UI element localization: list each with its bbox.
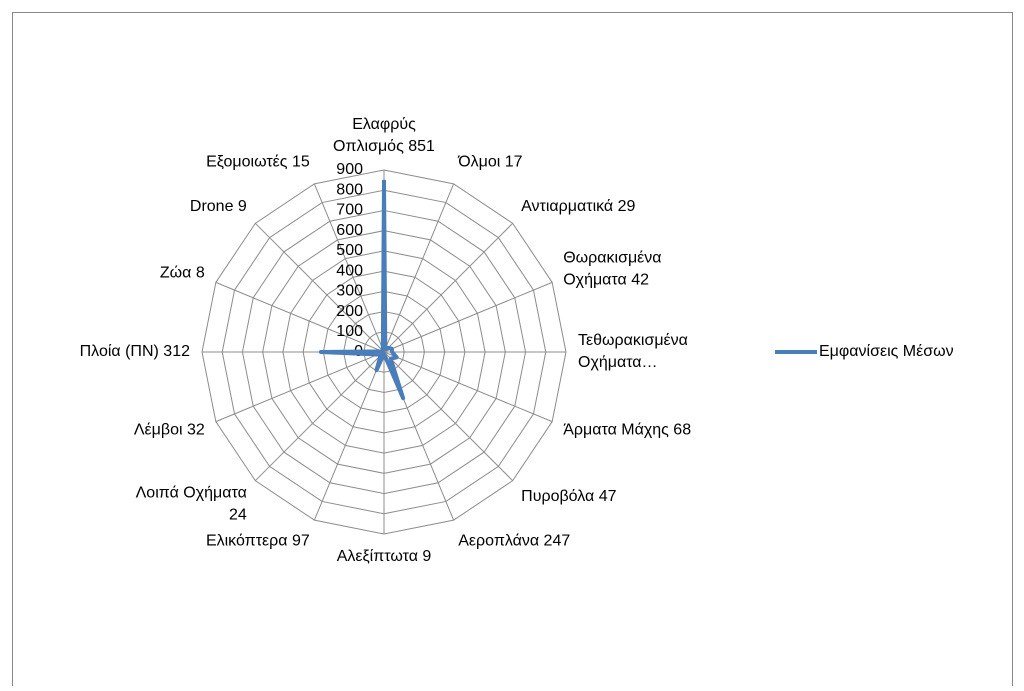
spoke: [313, 183, 385, 353]
label-line: Οχήματα 42: [563, 272, 649, 289]
category-label: Όλμοι 17: [457, 154, 522, 171]
spoke: [313, 351, 385, 521]
category-label: Ζώα 8: [160, 265, 205, 282]
category-label: Πλοία (ΠΝ) 312: [80, 343, 190, 360]
label-line: Λέμβοι 32: [134, 422, 205, 439]
series-line: [318, 179, 406, 401]
legend-label: Εμφανίσεις Μέσων: [819, 343, 954, 360]
spoke: [383, 351, 514, 482]
category-label: Αεροπλάνα 247: [458, 533, 570, 550]
label-line: Όλμοι 17: [457, 154, 522, 171]
spoke: [383, 222, 514, 353]
label-line: Οπλισμός 851: [333, 138, 435, 155]
label-line: Αλεξίπτωτα 9: [337, 548, 432, 565]
y-tick-label: 300: [336, 283, 363, 300]
spoke: [383, 351, 553, 423]
category-label: Αλεξίπτωτα 9: [337, 548, 432, 565]
label-line: Ελαφρύς: [352, 116, 416, 133]
y-tick-label: 500: [336, 242, 363, 259]
spoke: [254, 351, 385, 482]
label-line: 24: [229, 507, 247, 524]
category-label: Εξομοιωτές 15: [206, 154, 310, 171]
category-label: Αντιαρματικά 29: [521, 198, 635, 215]
label-line: Αεροπλάνα 247: [458, 533, 570, 550]
category-label: Πυροβόλα 47: [521, 488, 616, 505]
y-tick-label: 800: [336, 181, 363, 198]
y-tick-label: 700: [336, 202, 363, 219]
label-line: Πλοία (ΠΝ) 312: [80, 343, 190, 360]
label-line: Πυροβόλα 47: [521, 488, 616, 505]
label-line: Άρματα Μάχης 68: [563, 422, 691, 439]
spoke: [215, 281, 385, 353]
category-label: Ελαφρύς Οπλισμός 851: [333, 116, 435, 155]
category-label: Ελικόπτερα 97: [206, 533, 310, 550]
label-line: Τεθωρακισμένα: [578, 332, 688, 349]
category-label: Άρματα Μάχης 68: [563, 422, 691, 439]
spoke: [383, 183, 455, 353]
y-tick-label: 400: [336, 262, 363, 279]
y-tick-label: 900: [336, 161, 363, 178]
spoke: [215, 351, 385, 423]
label-line: Drone 9: [190, 198, 247, 215]
y-tick-label: 600: [336, 222, 363, 239]
label-line: Οχήματα…: [578, 354, 658, 371]
label-line: Θωρακισμένα: [563, 250, 661, 267]
label-line: Ελικόπτερα 97: [206, 533, 310, 550]
label-line: Ζώα 8: [160, 265, 205, 282]
category-label: Drone 9: [190, 198, 247, 215]
spoke: [383, 281, 553, 353]
category-label: Τεθωρακισμένα Οχήματα…: [578, 332, 688, 371]
spoke: [254, 222, 385, 353]
category-label: Θωρακισμένα Οχήματα 42: [563, 250, 661, 289]
label-line: Αντιαρματικά 29: [521, 198, 635, 215]
label-line: Εξομοιωτές 15: [206, 154, 310, 171]
category-label: Λοιπά Οχήματα 24: [136, 485, 247, 524]
y-tick-label: 200: [336, 303, 363, 320]
label-line: Λοιπά Οχήματα: [136, 485, 247, 502]
y-tick-label: 100: [336, 323, 363, 340]
category-label: Λέμβοι 32: [134, 422, 205, 439]
